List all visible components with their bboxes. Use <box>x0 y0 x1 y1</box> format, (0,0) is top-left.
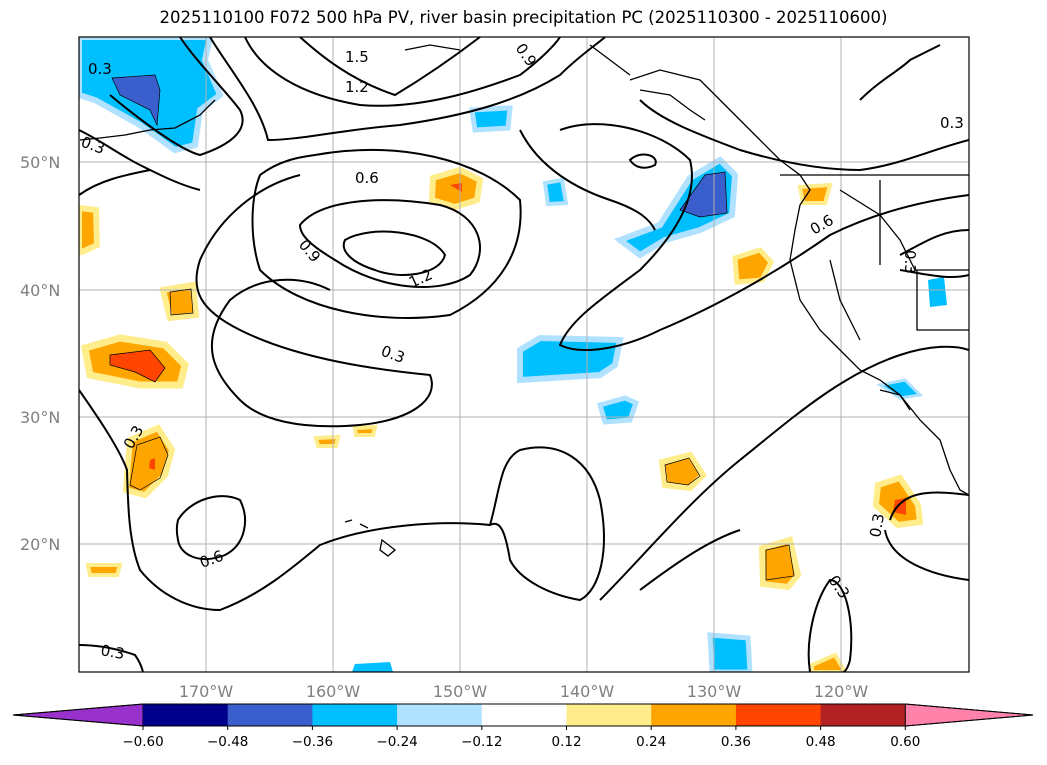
lat-axis: 50°N 40°N 30°N 20°N <box>20 153 60 554</box>
colorbar-tick-label: 0.60 <box>890 734 920 750</box>
colorbar-segment <box>481 704 567 726</box>
precip-shading <box>79 37 947 672</box>
contour-label: 0.3 <box>99 641 126 663</box>
colorbar-tick-label: −0.36 <box>292 734 333 750</box>
lon-tick-label: 120°W <box>814 682 869 701</box>
colorbar-segment <box>651 704 737 726</box>
colorbar-segment <box>143 704 229 726</box>
colorbar-tick-label: −0.60 <box>122 734 163 750</box>
colorbar-tick-label: −0.48 <box>207 734 248 750</box>
contour-label: 0.3 <box>88 60 112 78</box>
lon-tick-label: 140°W <box>560 682 615 701</box>
lat-tick-label: 40°N <box>20 281 60 300</box>
contour-label: 1.2 <box>345 78 369 96</box>
colorbar-segment <box>312 704 398 726</box>
colorbar: −0.60 −0.48 −0.36 −0.24 −0.12 0.12 0.24 0.36 0.4… <box>12 703 1034 750</box>
colorbar-segment <box>397 704 483 726</box>
colorbar-segment <box>735 704 822 726</box>
colorbar-tick-label: −0.24 <box>376 734 417 750</box>
colorbar-segment <box>820 704 906 726</box>
contour-label: 0.3 <box>901 250 919 274</box>
colorbar-tick-label: 0.48 <box>806 734 836 750</box>
lon-axis: 170°W 160°W 150°W 140°W 130°W 120°W <box>179 682 869 701</box>
lon-tick-label: 150°W <box>433 682 488 701</box>
lon-tick-label: 130°W <box>687 682 742 701</box>
coastlines <box>79 44 969 557</box>
lat-tick-label: 50°N <box>20 153 60 172</box>
contour-label: 1.5 <box>345 48 369 66</box>
plot-frame <box>78 36 970 673</box>
contour-label: 0.3 <box>940 114 964 132</box>
colorbar-extend-high <box>904 703 1034 727</box>
map-title: 2025110100 F072 500 hPa PV, river basin … <box>159 8 888 27</box>
colorbar-segment <box>227 704 313 726</box>
lat-tick-label: 30°N <box>20 408 60 427</box>
colorbar-extend-low <box>12 703 144 727</box>
lon-tick-label: 160°W <box>306 682 361 701</box>
colorbar-tick-label: −0.12 <box>461 734 502 750</box>
shading-outlines <box>109 74 795 581</box>
pv-contours <box>79 37 969 672</box>
colorbar-segment <box>566 704 652 726</box>
gridlines <box>79 37 969 672</box>
contour-label: 0.6 <box>355 169 379 187</box>
colorbar-tick-label: 0.12 <box>551 734 581 750</box>
lat-tick-label: 20°N <box>20 535 60 554</box>
contour-label: 0.3 <box>866 512 888 539</box>
colorbar-tick-label: 0.24 <box>636 734 666 750</box>
colorbar-tick-label: 0.36 <box>721 734 751 750</box>
lon-tick-label: 170°W <box>179 682 234 701</box>
